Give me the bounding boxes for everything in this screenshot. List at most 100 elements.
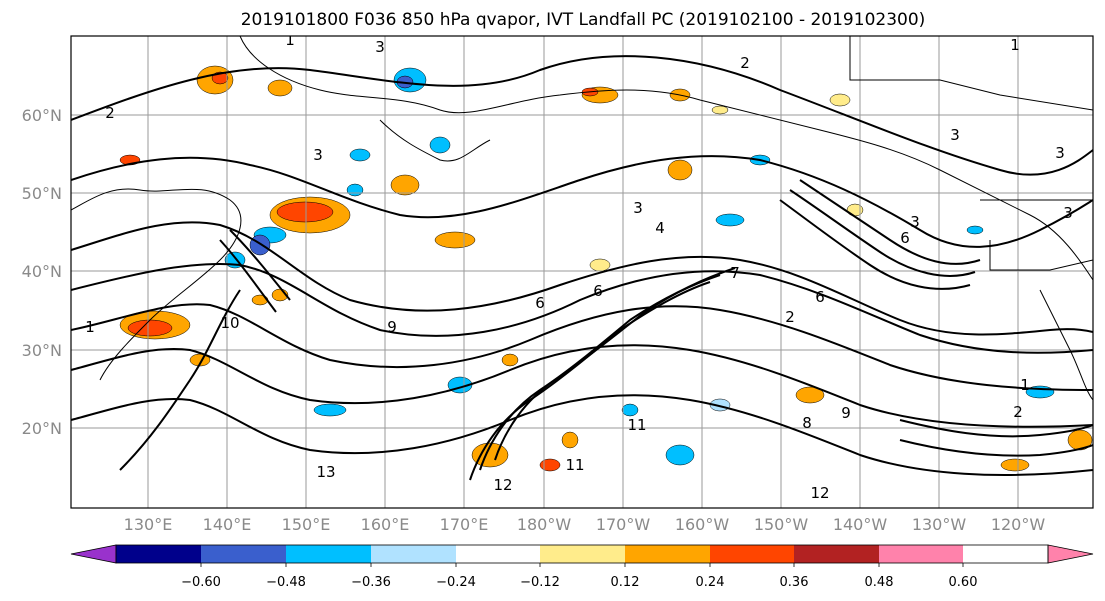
colorbar-extend-max	[1047, 544, 1094, 564]
lon-label: 160°E	[361, 515, 410, 534]
lat-label: 50°N	[22, 184, 62, 203]
anomaly-patch	[795, 386, 825, 404]
colorbar-tick-label: −0.36	[351, 575, 391, 590]
anomaly-patch	[561, 431, 579, 449]
colorbar-box	[456, 545, 540, 563]
anomaly-patch	[711, 105, 729, 115]
lat-label: 30°N	[22, 341, 62, 360]
contour-label: 6	[815, 288, 825, 306]
anomaly-patch	[846, 203, 864, 217]
anomaly-patch	[349, 148, 371, 162]
colorbar-tick-label: 0.12	[611, 575, 640, 590]
colorbar-box	[710, 545, 794, 563]
contour-label: 6	[535, 294, 545, 312]
lon-label: 120°W	[991, 515, 1046, 534]
longitude-labels: 130°E 140°E 150°E 160°E 170°E 180°W 170°W 160°W…	[124, 515, 1046, 534]
contour-label: 9	[387, 318, 397, 336]
anomaly-patch	[313, 403, 347, 417]
contour-label: 1	[1010, 36, 1020, 54]
colorbar: −0.60 −0.48 −0.36 −0.24 −0.12 0.12 0.24 0.36 0.4…	[70, 544, 1094, 590]
map-title: 2019101800 F036 850 hPa qvapor, IVT Land…	[241, 10, 926, 30]
lon-label: 150°E	[282, 515, 331, 534]
contour-label: 3	[1063, 204, 1073, 222]
map-frame	[70, 35, 1094, 509]
anomaly-patch	[621, 403, 639, 417]
anomaly-patch	[715, 213, 745, 227]
colorbar-tick-label: −0.48	[266, 575, 306, 590]
contour-label: 7	[730, 264, 740, 282]
colorbar-tick-label: 0.36	[780, 575, 809, 590]
contour-label: 13	[316, 463, 335, 481]
contour-label: 1	[85, 318, 95, 336]
contour-label: 11	[565, 456, 584, 474]
contour-label: 2	[1013, 403, 1023, 421]
contour-label: 2	[785, 308, 795, 326]
colorbar-tick-label: −0.24	[436, 575, 476, 590]
anomaly-patch	[829, 93, 851, 107]
anomaly-patch	[501, 353, 519, 367]
contour-label: 1	[1020, 376, 1030, 394]
contour-label: 12	[810, 484, 829, 502]
lon-label: 170°E	[440, 515, 489, 534]
colorbar-box	[201, 545, 286, 563]
contour-label: 9	[841, 404, 851, 422]
contour-label: 3	[950, 126, 960, 144]
anomaly-patch	[434, 231, 476, 249]
contour-label: 3	[375, 38, 385, 56]
colorbar-tick-label: 0.24	[696, 575, 725, 590]
colorbar-tick-label: −0.60	[181, 575, 221, 590]
colorbar-extend-min	[70, 544, 117, 564]
anomaly-patch	[390, 174, 420, 196]
anomaly-patch	[1067, 429, 1093, 451]
anomaly-patch	[276, 201, 334, 223]
anomaly-patch	[966, 225, 984, 235]
lon-label: 140°E	[203, 515, 252, 534]
contour-label: 11	[627, 416, 646, 434]
colorbar-box	[625, 545, 710, 563]
colorbar-tick-label: −0.12	[520, 575, 560, 590]
contour-label: 3	[313, 146, 323, 164]
contour-label: 2	[105, 104, 115, 122]
colorbar-tick-label: 0.48	[865, 575, 894, 590]
colorbar-box	[286, 545, 371, 563]
colorbar-tick-label: 0.60	[949, 575, 978, 590]
latitude-labels: 60°N 50°N 40°N 30°N 20°N	[22, 106, 62, 438]
lon-label: 130°E	[124, 515, 173, 534]
coastlines	[71, 36, 1093, 401]
lon-label: 160°W	[675, 515, 730, 534]
lat-label: 60°N	[22, 106, 62, 125]
contour-label: 12	[493, 476, 512, 494]
contour-label: 6	[900, 229, 910, 247]
lon-label: 150°W	[754, 515, 809, 534]
anomaly-patch	[589, 258, 611, 272]
anomaly-patch	[267, 79, 293, 97]
colorbar-box	[879, 545, 963, 563]
contour-label: 4	[655, 219, 665, 237]
lon-label: 140°W	[833, 515, 888, 534]
colorbar-box	[116, 545, 201, 563]
anomaly-patch	[346, 183, 364, 197]
colorbar-box	[540, 545, 625, 563]
lat-label: 20°N	[22, 419, 62, 438]
ivt-contour-lines	[71, 55, 1093, 481]
lon-label: 180°W	[517, 515, 572, 534]
contour-label: 3	[633, 199, 643, 217]
lon-label: 130°W	[912, 515, 967, 534]
qvapor-anomaly-patches	[119, 65, 1093, 472]
anomaly-patch	[539, 458, 561, 472]
colorbar-outline	[115, 544, 1049, 564]
anomaly-patch	[127, 319, 173, 337]
contour-label: 3	[910, 213, 920, 231]
contour-label: 3	[1055, 144, 1065, 162]
anomaly-patch	[429, 136, 451, 154]
contour-label: 1	[285, 31, 295, 49]
contour-label: 6	[593, 282, 603, 300]
colorbar-box	[794, 545, 879, 563]
contour-label: 2	[740, 54, 750, 72]
contour-label: 8	[802, 414, 812, 432]
anomaly-patch	[667, 159, 693, 181]
lon-label: 170°W	[596, 515, 651, 534]
colorbar-box	[371, 545, 456, 563]
